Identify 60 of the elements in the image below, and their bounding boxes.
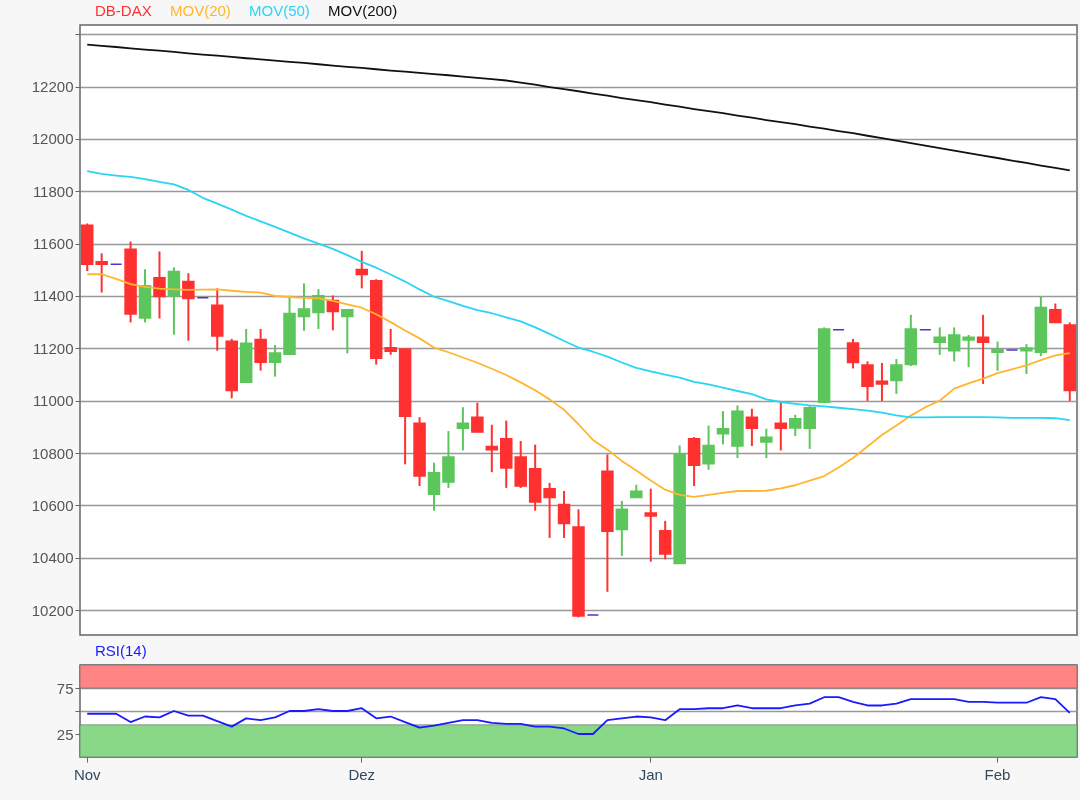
- candlestick: [543, 481, 556, 539]
- y-tick-label: 25: [56, 725, 74, 743]
- candlestick: [254, 327, 267, 372]
- x-tick-label: Dez: [348, 765, 376, 783]
- candlestick: [962, 333, 975, 369]
- candlestick: [890, 358, 903, 395]
- y-tick-label: 11000: [32, 392, 74, 410]
- y-tick-label: 10400: [31, 549, 74, 567]
- candlestick: [557, 490, 571, 539]
- candlestick: [861, 360, 874, 402]
- candlestick: [355, 249, 369, 290]
- candlestick: [644, 487, 657, 563]
- candlestick: [1049, 302, 1062, 324]
- y-tick-label: 12200: [31, 78, 74, 96]
- candlestick: [658, 519, 672, 561]
- x-tick-label: Feb: [984, 765, 1011, 783]
- candlestick: [384, 327, 397, 356]
- candlestick: [803, 404, 816, 450]
- y-tick-label: 75: [56, 679, 74, 697]
- candlestick: [947, 326, 961, 363]
- candlestick: [615, 499, 629, 557]
- y-tick-label: 11400: [32, 287, 74, 305]
- candlestick: [702, 424, 715, 471]
- candlestick: [745, 407, 759, 447]
- line-series: [86, 696, 1071, 735]
- candlestick: [297, 282, 311, 332]
- y-tick-label: 11600: [32, 235, 74, 253]
- y-tick-label: 11200: [32, 339, 74, 357]
- candlestick: [1020, 343, 1033, 375]
- y-tick-label: 11800: [32, 182, 74, 200]
- candlestick: [427, 461, 441, 512]
- text: RSI(14): [95, 641, 147, 659]
- x-tick-label: Jan: [638, 765, 663, 783]
- candlestick: [471, 401, 484, 434]
- y-tick-label: 10800: [31, 444, 74, 462]
- candlestick: [95, 252, 108, 294]
- candlestick: [716, 410, 730, 446]
- candlestick: [268, 343, 282, 378]
- line-series: [86, 273, 1071, 498]
- y-tick-label: 10600: [31, 496, 74, 514]
- candlestick: [875, 361, 889, 402]
- y-tick-label: 12000: [31, 130, 74, 148]
- x-tick-label: Nov: [73, 765, 102, 783]
- line-series: [86, 43, 1071, 172]
- candlestick: [760, 427, 773, 460]
- text: DB-DAX: [95, 1, 152, 19]
- text: MOV(20): [170, 1, 231, 19]
- candlestick: [788, 413, 802, 438]
- candlestick: [153, 250, 166, 320]
- candlestick: [933, 326, 946, 356]
- candlestick: [991, 340, 1004, 372]
- y-tick-label: 10200: [31, 601, 74, 619]
- candlestick: [846, 337, 860, 370]
- candlestick: [341, 308, 354, 355]
- candlestick: [456, 406, 470, 452]
- candlestick: [976, 313, 990, 385]
- candlestick: [312, 288, 325, 330]
- text: MOV(200): [328, 1, 398, 19]
- text: MOV(50): [249, 1, 310, 19]
- candlestick: [182, 272, 195, 342]
